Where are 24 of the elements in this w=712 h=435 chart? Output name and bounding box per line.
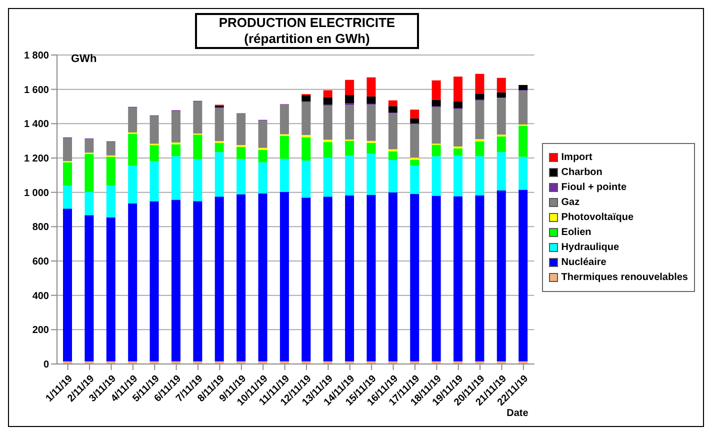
x-axis-title: Date xyxy=(506,408,529,419)
legend-label: Gaz xyxy=(561,197,580,208)
legend-label: Thermiques renouvelables xyxy=(561,272,688,283)
legend-label: Hydraulique xyxy=(561,242,620,253)
y-tick-label: 1 600 xyxy=(24,84,50,96)
legend-label: Charbon xyxy=(561,167,602,178)
legend-label: Import xyxy=(561,152,592,163)
y-tick-label: 1 000 xyxy=(24,188,50,199)
legend-label: Eolien xyxy=(561,227,592,238)
y-tick-label: 400 xyxy=(32,290,50,302)
y-tick-label: 1 800 xyxy=(24,50,50,62)
legend-label: Nucléaire xyxy=(561,257,606,268)
legend-label: Photovoltaïque xyxy=(561,212,634,223)
legend-label: Fioul + pointe xyxy=(561,182,627,193)
y-tick-label: 200 xyxy=(32,325,50,336)
y-tick-label: 600 xyxy=(32,256,50,268)
chart-title: PRODUCTION ELECTRICITE xyxy=(218,15,396,31)
y-tick-label: 800 xyxy=(32,222,50,234)
y-axis-title: GWh xyxy=(71,53,97,65)
y-tick-label: 1 400 xyxy=(24,119,50,130)
chart-subtitle: (répartition en GWh) xyxy=(243,31,371,47)
title-frame: PRODUCTION ELECTRICITE (répartition en GWh) xyxy=(195,13,419,49)
y-tick-label: 0 xyxy=(43,360,50,371)
y-tick-label: 1 200 xyxy=(24,154,50,165)
